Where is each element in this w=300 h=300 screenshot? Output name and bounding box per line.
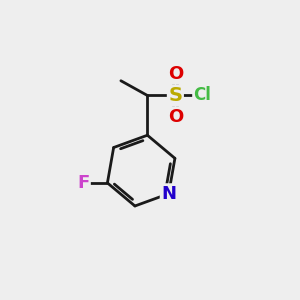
Text: S: S xyxy=(168,86,182,105)
Text: O: O xyxy=(168,65,183,83)
Text: F: F xyxy=(77,174,89,192)
Text: Cl: Cl xyxy=(194,86,211,104)
Text: O: O xyxy=(168,108,183,126)
Text: N: N xyxy=(161,185,176,203)
